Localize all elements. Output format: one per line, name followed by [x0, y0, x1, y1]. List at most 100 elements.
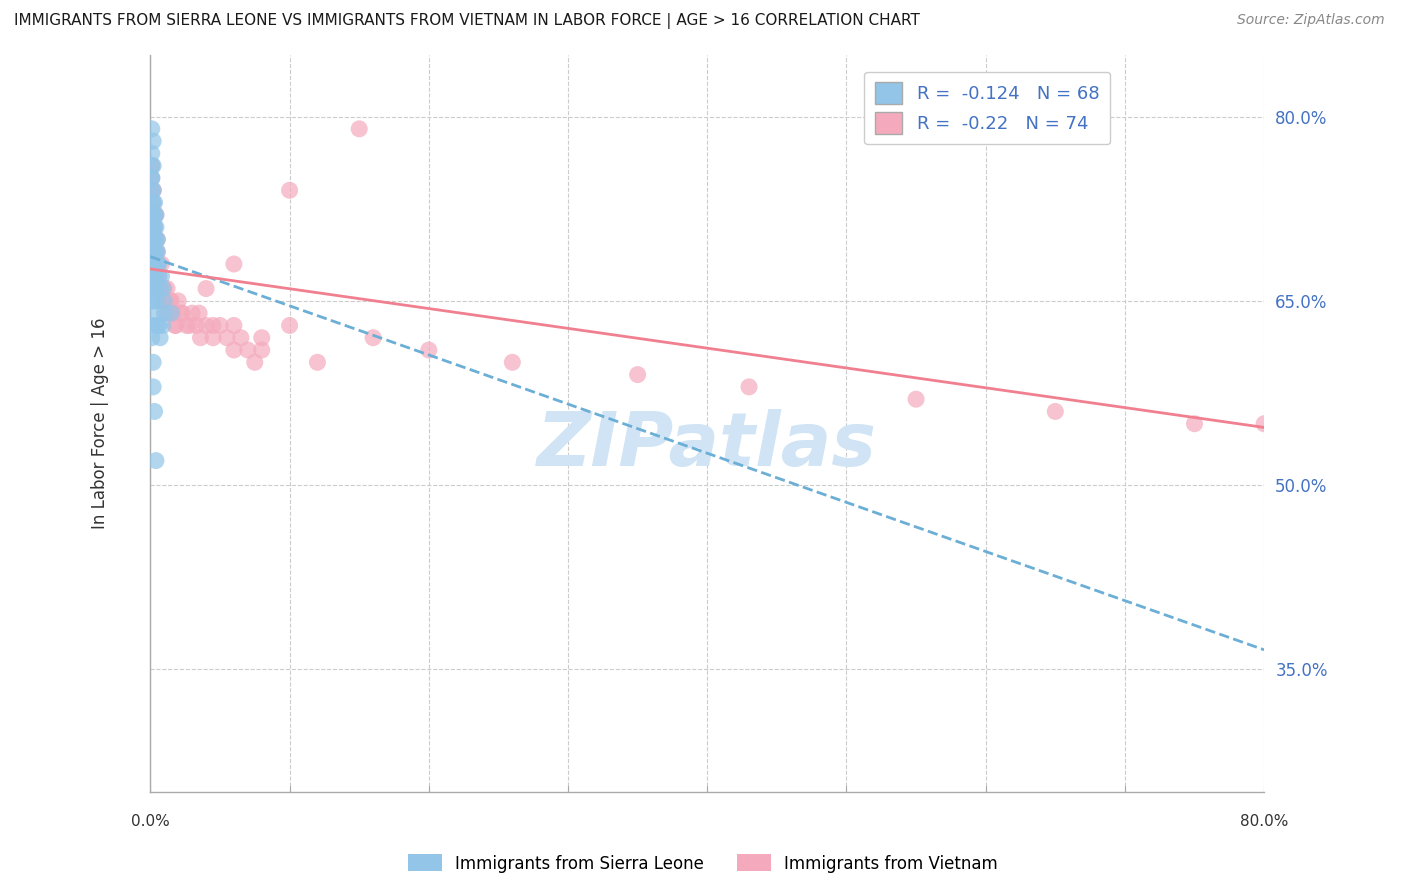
Point: [149, 282, 172, 296]
Point: [202, 318, 225, 333]
Point: [143, 220, 166, 235]
Point: [141, 159, 163, 173]
Point: [141, 282, 163, 296]
Legend: Immigrants from Sierra Leone, Immigrants from Vietnam: Immigrants from Sierra Leone, Immigrants…: [402, 847, 1004, 880]
Point: [142, 195, 165, 210]
Point: [150, 269, 173, 284]
Point: [627, 368, 650, 382]
Point: [146, 318, 169, 333]
Point: [1253, 417, 1275, 431]
Point: [153, 293, 176, 308]
Point: [141, 146, 163, 161]
Point: [145, 453, 167, 467]
Point: [143, 208, 166, 222]
Text: Source: ZipAtlas.com: Source: ZipAtlas.com: [1237, 13, 1385, 28]
Point: [162, 306, 184, 320]
Point: [143, 269, 166, 284]
Point: [1184, 417, 1206, 431]
Point: [148, 318, 170, 333]
Point: [361, 331, 384, 345]
Point: [152, 282, 174, 296]
Point: [307, 355, 329, 369]
Point: [142, 208, 165, 222]
Point: [278, 183, 301, 197]
Point: [142, 282, 165, 296]
Point: [141, 208, 163, 222]
Point: [188, 306, 211, 320]
Point: [148, 257, 170, 271]
Point: [150, 257, 173, 271]
Point: [153, 293, 176, 308]
Point: [142, 232, 165, 246]
Point: [159, 293, 181, 308]
Point: [156, 282, 179, 296]
Point: [236, 343, 259, 357]
Point: [143, 232, 166, 246]
Point: [143, 244, 166, 259]
Point: [141, 183, 163, 197]
Point: [141, 331, 163, 345]
Point: [145, 232, 167, 246]
Text: In Labor Force | Age > 16: In Labor Force | Age > 16: [91, 318, 110, 530]
Point: [148, 257, 170, 271]
Text: ZIPatlas: ZIPatlas: [537, 409, 877, 483]
Point: [156, 306, 179, 320]
Point: [141, 195, 163, 210]
Point: [143, 208, 166, 222]
Point: [145, 208, 167, 222]
Point: [165, 318, 187, 333]
Point: [143, 282, 166, 296]
Point: [148, 269, 170, 284]
Point: [146, 244, 169, 259]
Point: [222, 257, 245, 271]
Point: [143, 232, 166, 246]
Point: [170, 306, 193, 320]
Point: [142, 244, 165, 259]
Point: [141, 171, 163, 186]
Point: [160, 293, 183, 308]
Point: [141, 171, 163, 186]
Point: [142, 232, 165, 246]
Point: [141, 159, 163, 173]
Text: IMMIGRANTS FROM SIERRA LEONE VS IMMIGRANTS FROM VIETNAM IN LABOR FORCE | AGE > 1: IMMIGRANTS FROM SIERRA LEONE VS IMMIGRAN…: [14, 13, 920, 29]
Point: [141, 121, 163, 136]
Point: [152, 318, 174, 333]
Point: [905, 392, 928, 406]
Point: [250, 331, 273, 345]
Point: [160, 306, 183, 320]
Point: [145, 244, 167, 259]
Point: [141, 257, 163, 271]
Point: [146, 232, 169, 246]
Point: [738, 380, 761, 394]
Point: [141, 269, 163, 284]
Point: [141, 183, 163, 197]
Point: [142, 220, 165, 235]
Point: [179, 318, 201, 333]
Point: [149, 331, 172, 345]
Point: [146, 257, 169, 271]
Point: [141, 293, 163, 308]
Point: [143, 269, 166, 284]
Point: [142, 183, 165, 197]
Point: [142, 269, 165, 284]
Point: [165, 318, 187, 333]
Point: [176, 318, 198, 333]
Point: [143, 195, 166, 210]
Point: [145, 306, 167, 320]
Point: [152, 282, 174, 296]
Point: [148, 269, 170, 284]
Point: [278, 318, 301, 333]
Point: [186, 318, 208, 333]
Point: [145, 208, 167, 222]
Point: [142, 257, 165, 271]
Point: [145, 244, 167, 259]
Point: [181, 306, 204, 320]
Point: [202, 331, 225, 345]
Point: [208, 318, 231, 333]
Point: [141, 208, 163, 222]
Point: [142, 355, 165, 369]
Point: [141, 232, 163, 246]
Point: [142, 183, 165, 197]
Point: [143, 404, 166, 418]
Point: [153, 282, 176, 296]
